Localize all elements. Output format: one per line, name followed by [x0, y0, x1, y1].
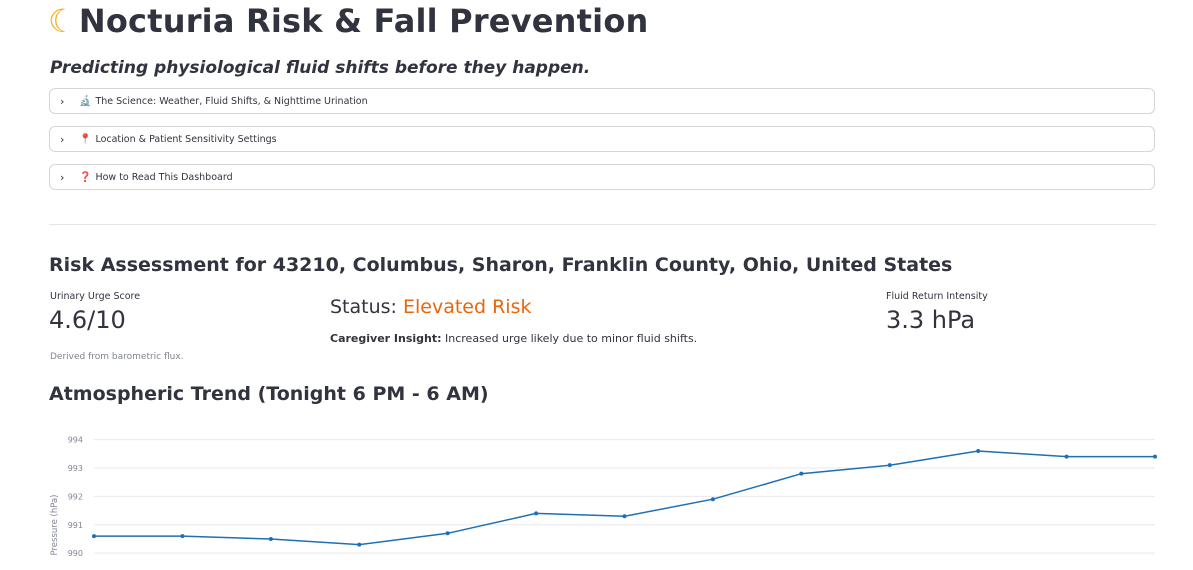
pin-icon: 📍 — [79, 133, 92, 145]
expander-how-to-read[interactable]: › ❓ How to Read This Dashboard — [49, 164, 1155, 190]
data-point — [1064, 454, 1069, 459]
chevron-right-icon: › — [60, 170, 65, 184]
risk-assessment-heading: Risk Assessment for 43210, Columbus, Sha… — [49, 254, 953, 276]
data-point — [710, 497, 715, 502]
expander-label: How to Read This Dashboard — [95, 171, 233, 183]
expander-label: Location & Patient Sensitivity Settings — [95, 133, 277, 145]
data-point — [268, 536, 273, 541]
expander-settings[interactable]: › 📍 Location & Patient Sensitivity Setti… — [49, 126, 1155, 152]
y-tick-label: 990 — [68, 549, 83, 558]
fluid-return-label: Fluid Return Intensity — [886, 291, 988, 302]
data-point — [92, 534, 96, 539]
data-point — [799, 471, 804, 476]
expander-label: The Science: Weather, Fluid Shifts, & Ni… — [95, 95, 368, 107]
data-point — [622, 514, 627, 519]
trend-heading: Atmospheric Trend (Tonight 6 PM - 6 AM) — [49, 383, 489, 405]
microscope-icon: 🔬 — [79, 95, 92, 107]
page-subtitle: Predicting physiological fluid shifts be… — [50, 58, 591, 78]
pressure-trend-chart[interactable]: 990 991 992 993 994 Pressure (hPa) — [44, 424, 1193, 570]
chevron-right-icon: › — [60, 94, 65, 108]
status-value: Elevated Risk — [403, 296, 532, 318]
data-point — [534, 511, 539, 516]
data-point — [445, 531, 450, 536]
data-point — [1153, 454, 1157, 459]
pressure-chart-svg: 990 991 992 993 994 Pressure (hPa) — [50, 436, 1157, 558]
urge-score-help: Derived from barometric flux. — [50, 352, 184, 362]
data-point — [976, 448, 981, 453]
status-label: Status: — [330, 296, 397, 318]
fluid-return-value: 3.3 hPa — [886, 306, 976, 334]
pressure-series-line — [94, 450, 1155, 546]
caregiver-insight-label: Caregiver Insight: — [330, 332, 442, 345]
y-tick-label: 992 — [68, 492, 83, 501]
crescent-moon-icon: ☾ — [48, 2, 77, 40]
data-point — [887, 463, 892, 468]
expander-science[interactable]: › 🔬 The Science: Weather, Fluid Shifts, … — [49, 88, 1155, 114]
data-point — [180, 534, 185, 539]
divider — [49, 224, 1156, 225]
data-point — [357, 542, 362, 547]
y-axis-label: Pressure (hPa) — [50, 495, 60, 556]
chevron-right-icon: › — [60, 132, 65, 146]
y-tick-label: 991 — [68, 521, 83, 530]
page-title-text: Nocturia Risk & Fall Prevention — [78, 2, 649, 40]
page-title: ☾Nocturia Risk & Fall Prevention — [48, 2, 648, 40]
question-icon: ❓ — [79, 171, 92, 183]
caregiver-insight: Caregiver Insight: Increased urge likely… — [330, 332, 697, 345]
y-tick-label: 994 — [68, 436, 83, 445]
caregiver-insight-text: Increased urge likely due to minor fluid… — [445, 332, 698, 345]
urge-score-label: Urinary Urge Score — [50, 291, 141, 302]
risk-status: Status: Elevated Risk — [330, 296, 531, 318]
y-tick-label: 993 — [68, 464, 83, 473]
urge-score-value: 4.6/10 — [49, 306, 126, 334]
